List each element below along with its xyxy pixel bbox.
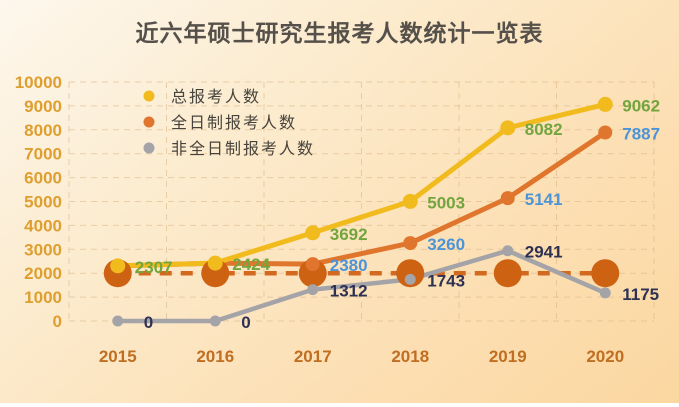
data-label: 2424 bbox=[232, 255, 270, 274]
data-point bbox=[209, 315, 221, 327]
reference-dot bbox=[493, 259, 522, 288]
y-tick-label: 1000 bbox=[24, 288, 62, 307]
legend-label: 非全日制报考人数 bbox=[171, 140, 315, 158]
data-label: 3692 bbox=[330, 225, 368, 244]
data-label: 8082 bbox=[525, 120, 563, 139]
data-point bbox=[307, 284, 319, 296]
y-tick-label: 0 bbox=[53, 312, 62, 331]
x-tick-label: 2015 bbox=[99, 347, 137, 366]
bottom-strip bbox=[0, 403, 679, 407]
legend-label: 全日制报考人数 bbox=[171, 114, 297, 132]
reference-dot bbox=[591, 259, 620, 288]
x-tick-label: 2020 bbox=[586, 347, 624, 366]
data-label: 5003 bbox=[427, 193, 465, 212]
y-tick-label: 9000 bbox=[24, 97, 62, 116]
legend-marker bbox=[143, 116, 155, 128]
legend-label: 总报考人数 bbox=[171, 88, 261, 106]
y-tick-label: 3000 bbox=[24, 240, 62, 259]
data-point bbox=[305, 257, 320, 272]
series-line-2 bbox=[115, 248, 608, 324]
data-point bbox=[500, 191, 515, 206]
x-tick-label: 2016 bbox=[196, 347, 234, 366]
data-point bbox=[305, 225, 321, 241]
y-tick-label: 5000 bbox=[24, 193, 62, 212]
chart-title: 近六年硕士研究生报考人数统计一览表 bbox=[135, 20, 544, 46]
y-tick-label: 10000 bbox=[15, 73, 62, 92]
data-label: 1175 bbox=[622, 285, 659, 304]
data-label: 9062 bbox=[622, 96, 660, 115]
y-tick-label: 4000 bbox=[24, 216, 62, 235]
data-label: 7887 bbox=[622, 125, 660, 144]
data-label: 2380 bbox=[330, 256, 368, 275]
x-tick-label: 2019 bbox=[489, 347, 527, 366]
reference-dot bbox=[396, 259, 425, 288]
data-label: 2307 bbox=[135, 258, 173, 277]
data-point bbox=[207, 255, 223, 271]
data-label: 1743 bbox=[427, 271, 465, 290]
y-tick-label: 6000 bbox=[24, 169, 62, 188]
data-point bbox=[110, 258, 126, 274]
legend-marker bbox=[143, 142, 155, 154]
y-tick-label: 2000 bbox=[24, 264, 62, 283]
series-line-0 bbox=[115, 101, 608, 269]
data-label: 2941 bbox=[525, 243, 563, 262]
reference-dot bbox=[298, 259, 327, 288]
data-point bbox=[112, 315, 124, 327]
y-tick-label: 8000 bbox=[24, 121, 62, 140]
data-point bbox=[403, 236, 418, 251]
data-point bbox=[500, 120, 516, 136]
data-point bbox=[404, 273, 416, 285]
x-tick-label: 2017 bbox=[294, 347, 332, 366]
data-label: 0 bbox=[144, 313, 153, 332]
data-label: 1312 bbox=[330, 282, 368, 301]
data-label: 5141 bbox=[525, 190, 563, 209]
reference-dot bbox=[201, 259, 230, 288]
x-tick-label: 2018 bbox=[391, 347, 429, 366]
data-point bbox=[502, 245, 514, 257]
data-point bbox=[597, 96, 613, 112]
data-point bbox=[599, 287, 611, 299]
data-point bbox=[598, 125, 613, 140]
data-label: 0 bbox=[241, 313, 250, 332]
y-tick-label: 7000 bbox=[24, 145, 62, 164]
data-point bbox=[402, 193, 418, 209]
legend-marker bbox=[143, 90, 155, 102]
data-label: 3260 bbox=[427, 235, 465, 254]
